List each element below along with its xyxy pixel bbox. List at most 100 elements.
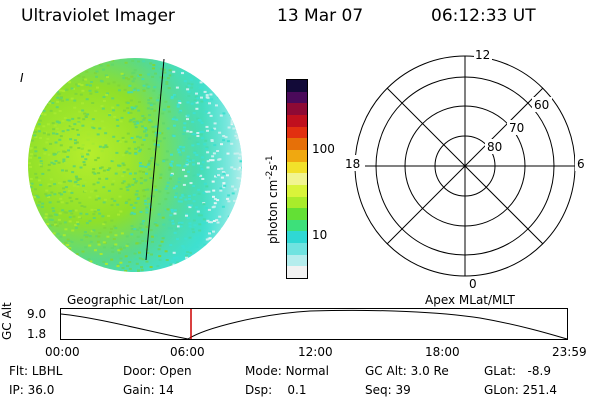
speckle-dot: [29, 68, 33, 71]
speckle-dot: [81, 89, 85, 92]
info-door: Door: Open: [123, 364, 192, 378]
speckle-dot: [65, 73, 69, 76]
speckle-dot: [116, 140, 120, 143]
speckle-dot: [201, 156, 205, 159]
speckle-dot: [52, 232, 56, 235]
speckle-dot: [192, 200, 196, 203]
speckle-dot: [84, 62, 88, 65]
speckle-dot: [147, 162, 151, 165]
speckle-dot: [90, 121, 94, 124]
speckle-dot: [37, 102, 41, 105]
speckle-dot: [104, 74, 108, 77]
speckle-dot: [172, 187, 176, 190]
speckle-dot: [122, 169, 126, 172]
speckle-dot: [113, 225, 117, 228]
speckle-dot: [144, 199, 148, 202]
speckle-dot: [55, 90, 59, 93]
speckle-dot: [220, 80, 224, 83]
speckle-dot: [232, 234, 236, 237]
speckle-dot: [61, 130, 65, 133]
speckle-dot: [104, 262, 108, 265]
speckle-dot: [80, 84, 84, 87]
timeline-ytick-9: 9.0: [27, 307, 47, 321]
speckle-dot: [62, 78, 66, 81]
speckle-dot: [34, 172, 38, 175]
speckle-dot: [205, 99, 209, 102]
speckle-dot: [46, 235, 50, 238]
speckle-dot: [151, 195, 155, 198]
speckle-dot: [132, 212, 136, 215]
speckle-dot: [77, 75, 81, 78]
speckle-dot: [208, 102, 211, 105]
speckle-dot: [221, 59, 225, 62]
speckle-dot: [60, 69, 64, 72]
speckle-dot: [67, 240, 71, 243]
speckle-dot: [128, 259, 132, 262]
speckle-dot: [228, 240, 232, 242]
speckle-dot: [214, 247, 217, 250]
speckle-dot: [150, 157, 154, 160]
speckle-dot: [34, 136, 38, 138]
speckle-dot: [158, 259, 162, 261]
speckle-dot: [127, 91, 131, 94]
speckle-dot: [120, 232, 124, 235]
speckle-dot: [29, 186, 33, 189]
speckle-dot: [92, 168, 96, 171]
speckle-dot: [85, 83, 89, 86]
speckle-dot: [130, 211, 134, 214]
speckle-dot: [186, 155, 190, 158]
speckle-dot: [68, 216, 72, 219]
speckle-dot: [137, 146, 141, 149]
speckle-dot: [89, 61, 93, 64]
speckle-dot: [87, 258, 91, 261]
speckle-dot: [142, 89, 146, 92]
speckle-dot: [143, 117, 147, 120]
date-label: 13 Mar 07: [277, 6, 364, 26]
speckle-dot: [130, 225, 134, 228]
speckle-dot: [126, 189, 130, 192]
speckle-dot: [195, 101, 199, 104]
speckle-dot: [37, 204, 41, 207]
speckle-dot: [180, 221, 184, 224]
speckle-dot: [191, 59, 195, 62]
speckle-dot: [132, 206, 136, 209]
speckle-dot: [220, 227, 224, 230]
speckle-dot: [171, 74, 175, 77]
speckle-dot: [30, 182, 34, 185]
speckle-dot: [63, 117, 67, 119]
speckle-dot: [56, 96, 60, 99]
speckle-dot: [73, 106, 77, 109]
speckle-dot: [101, 107, 105, 110]
speckle-dot: [206, 96, 210, 99]
speckle-dot: [190, 86, 194, 89]
speckle-dot: [74, 175, 78, 178]
speckle-dot: [169, 263, 173, 266]
speckle-dot: [149, 120, 153, 123]
speckle-dot: [39, 165, 43, 168]
speckle-dot: [56, 60, 60, 63]
speckle-dot: [162, 159, 166, 161]
speckle-dot: [66, 244, 70, 246]
speckle-dot: [36, 256, 39, 259]
speckle-dot: [194, 265, 198, 268]
speckle-dot: [59, 235, 63, 238]
speckle-dot: [158, 271, 162, 272]
colorbar-segment: [287, 91, 307, 104]
speckle-dot: [157, 146, 160, 148]
speckle-dot: [117, 84, 121, 87]
speckle-dot: [61, 209, 65, 212]
speckle-dot: [183, 126, 187, 129]
speckle-dot: [55, 70, 59, 73]
speckle-dot: [158, 140, 162, 143]
speckle-dot: [222, 139, 226, 142]
speckle-dot: [28, 259, 32, 262]
speckle-dot: [230, 142, 234, 145]
speckle-dot: [111, 250, 115, 253]
speckle-dot: [199, 70, 203, 73]
speckle-dot: [226, 174, 229, 177]
speckle-dot: [213, 83, 217, 86]
speckle-dot: [46, 92, 50, 95]
speckle-dot: [178, 164, 182, 167]
speckle-dot: [133, 123, 137, 126]
speckle-dot: [149, 102, 153, 105]
